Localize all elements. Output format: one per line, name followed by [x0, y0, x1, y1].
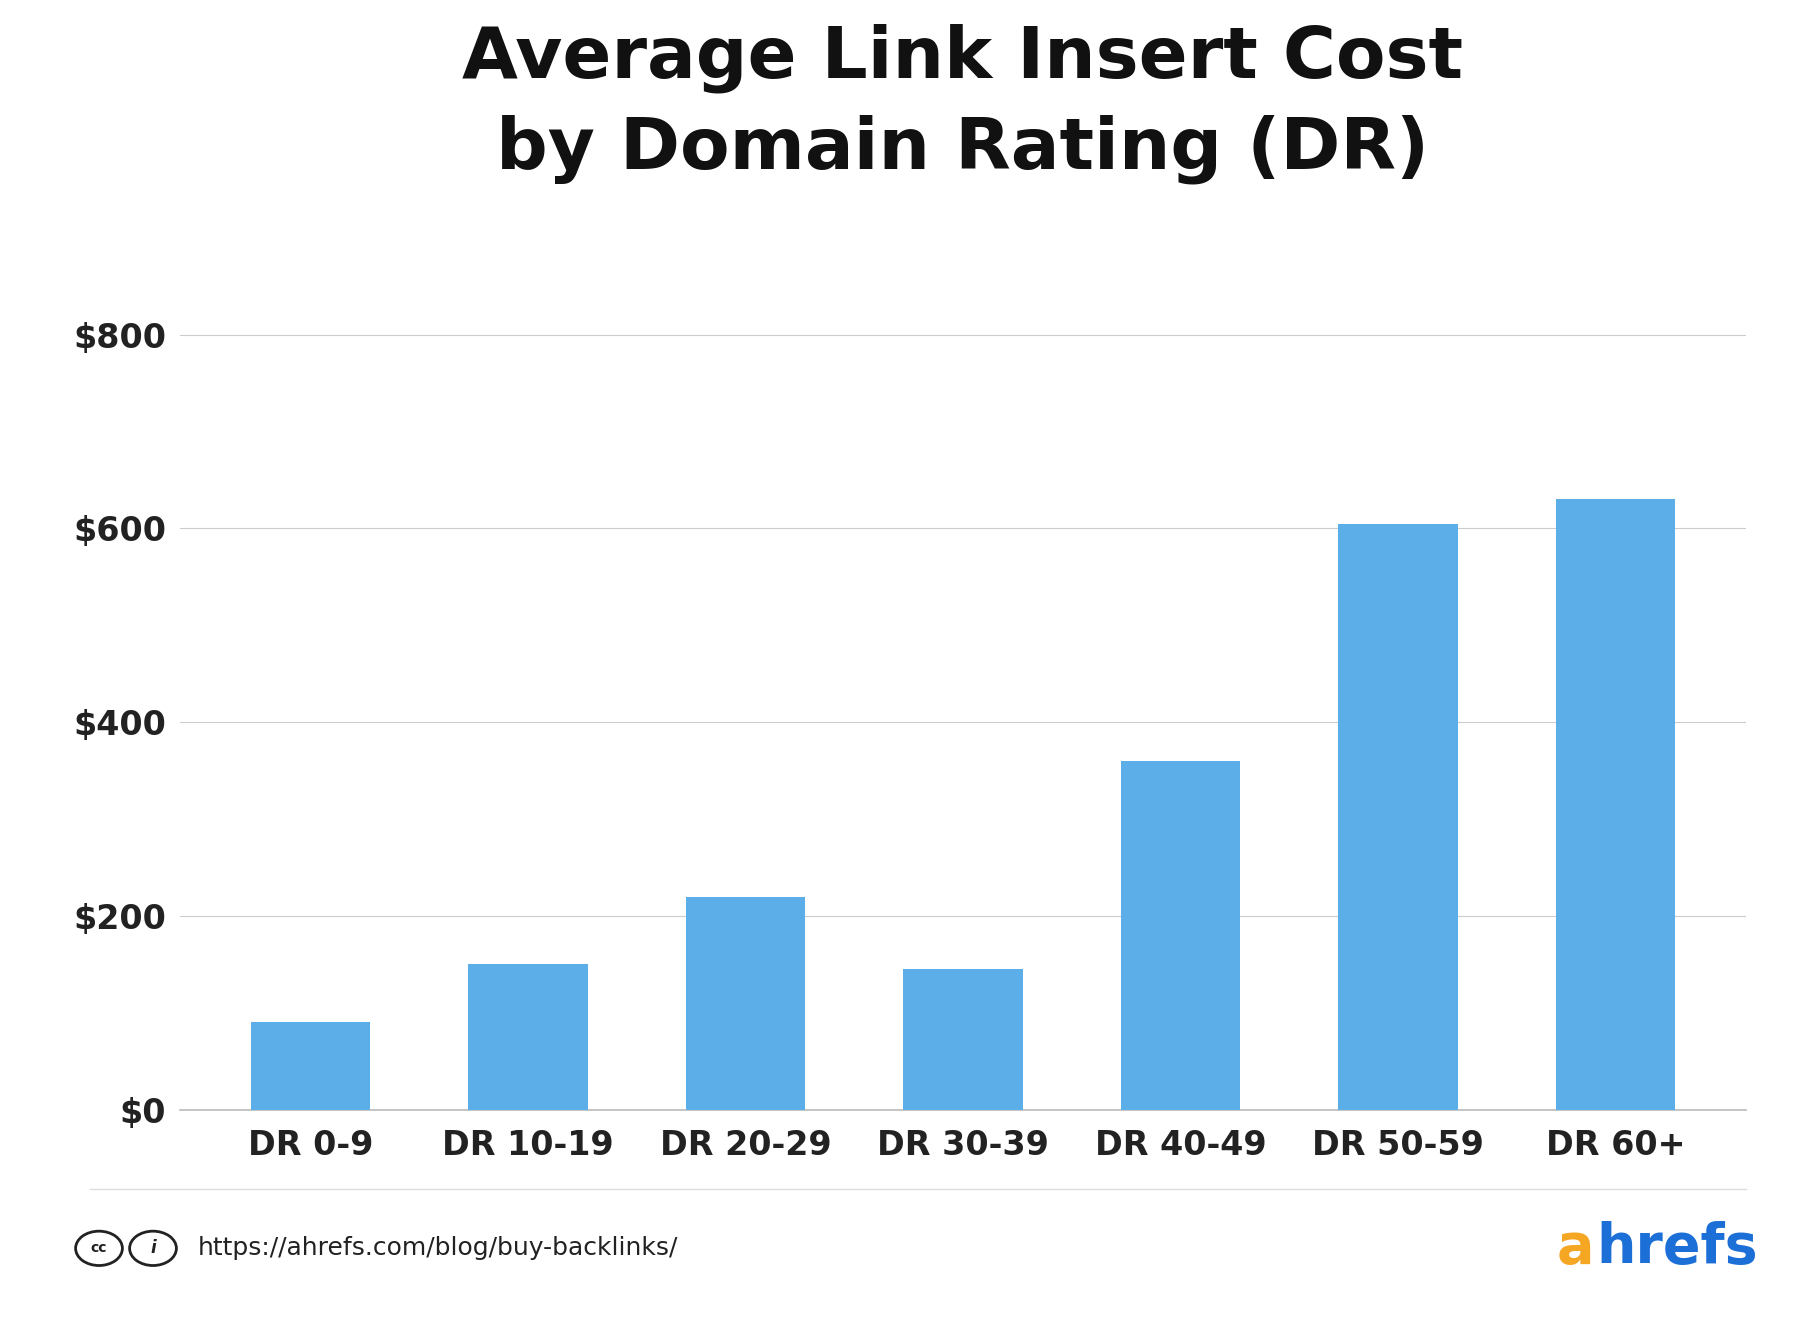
Bar	[250, 1022, 371, 1110]
Text: hrefs: hrefs	[1597, 1222, 1759, 1275]
Bar	[1555, 499, 1676, 1110]
Bar	[1121, 761, 1240, 1110]
Text: a: a	[1557, 1222, 1595, 1275]
Text: https://ahrefs.com/blog/buy-backlinks/: https://ahrefs.com/blog/buy-backlinks/	[198, 1236, 679, 1260]
Title: Average Link Insert Cost
by Domain Rating (DR): Average Link Insert Cost by Domain Ratin…	[463, 24, 1463, 184]
Text: cc: cc	[90, 1242, 108, 1255]
Bar	[1337, 523, 1458, 1110]
Text: i: i	[149, 1239, 157, 1258]
Bar	[686, 897, 805, 1110]
Bar	[468, 964, 589, 1110]
Bar	[904, 970, 1022, 1110]
